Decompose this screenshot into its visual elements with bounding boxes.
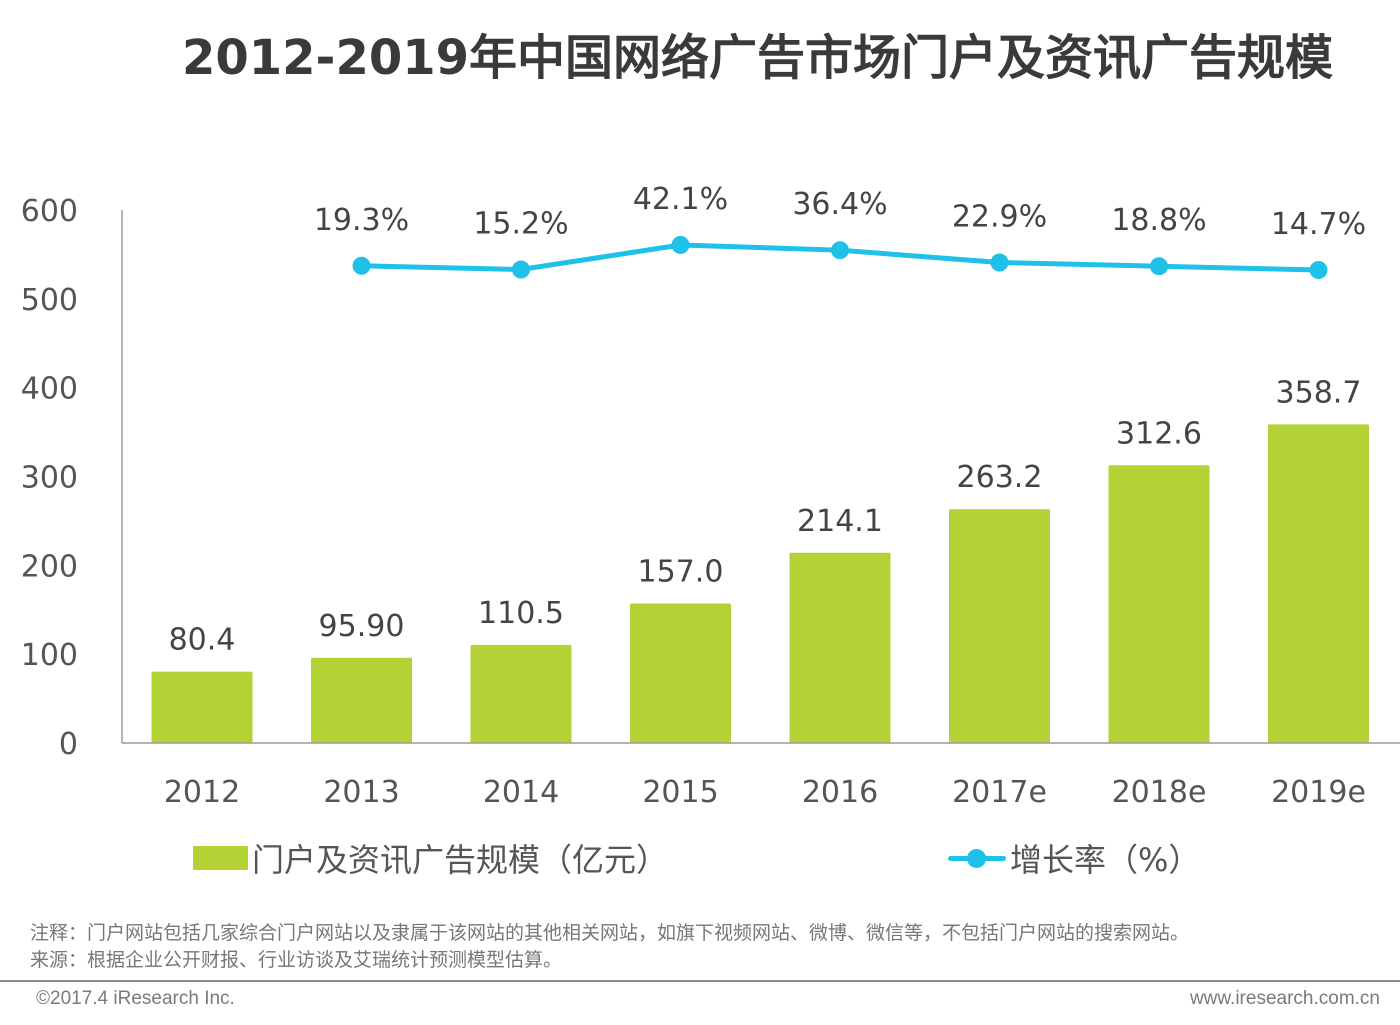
growth-line-series: 19.3% 15.2% 42.1% 36.4% 22.9% 18.8% 14.7% <box>314 182 1366 279</box>
y-tick-label: 300 <box>21 461 78 496</box>
growth-value-label: 36.4% <box>792 187 887 222</box>
growth-value-label: 18.8% <box>1111 203 1206 238</box>
chart-title: 2012-2019年中国网络广告市场门户及资讯广告规模 <box>181 30 1334 86</box>
website-link[interactable]: www.iresearch.com.cn <box>1189 988 1380 1009</box>
x-tick-label: 2014 <box>483 775 559 810</box>
growth-value-label: 14.7% <box>1271 207 1366 242</box>
chart-area: 0 100 200 300 400 500 600 80.4 95.90 110.5 157.0 2… <box>21 182 1400 810</box>
bar-value-label: 95.90 <box>319 609 405 644</box>
legend-line-label: 增长率（%） <box>1010 841 1201 879</box>
bar <box>630 603 731 743</box>
growth-value-label: 19.3% <box>314 203 409 238</box>
bar-value-label: 312.6 <box>1116 416 1202 451</box>
growth-point <box>990 253 1009 272</box>
bar <box>470 644 572 743</box>
x-tick-label: 2018e <box>1112 775 1207 810</box>
y-tick-label: 100 <box>21 638 78 673</box>
bar-value-label: 263.2 <box>957 460 1043 495</box>
growth-point <box>831 241 849 260</box>
legend-item-line: 增长率（%） <box>948 838 1201 879</box>
x-tick-label: 2017e <box>952 775 1047 810</box>
x-tick-label: 2019e <box>1271 775 1366 810</box>
x-tick-label: 2015 <box>642 775 718 810</box>
y-tick-label: 500 <box>21 283 78 318</box>
footer-divider <box>0 980 1400 982</box>
y-tick-label: 0 <box>59 727 78 762</box>
bar-series: 80.4 95.90 110.5 157.0 214.1 263.2 312.6 358.7 <box>151 375 1369 743</box>
x-axis: 2012 2013 2014 2015 2016 2017e 2018e 2019e <box>122 742 1400 810</box>
y-tick-label: 200 <box>21 549 78 584</box>
bar-value-label: 157.0 <box>638 555 724 590</box>
bar <box>1268 424 1369 743</box>
legend-item-bar: 门户及资讯广告规模（亿元） <box>193 838 669 879</box>
legend-bar-label: 门户及资讯广告规模（亿元） <box>252 841 669 879</box>
growth-point <box>1309 260 1328 279</box>
growth-point <box>352 256 371 275</box>
note-text: 注释：门户网站包括几家综合门户网站以及隶属于该网站的其他相关网站，如旗下视频网站… <box>30 922 1190 944</box>
bar <box>1108 465 1210 743</box>
bar <box>151 671 253 743</box>
growth-point <box>1150 257 1168 276</box>
x-tick-label: 2012 <box>164 775 240 810</box>
y-tick-label: 400 <box>21 372 78 407</box>
y-tick-label: 600 <box>21 194 78 229</box>
bar <box>311 657 412 743</box>
source-text: 来源：根据企业公开财报、行业访谈及艾瑞统计预测模型估算。 <box>30 949 563 971</box>
bar-value-label: 214.1 <box>797 504 883 539</box>
bar-value-label: 358.7 <box>1276 375 1362 410</box>
bar-value-label: 80.4 <box>169 623 236 658</box>
legend-line-swatch <box>948 846 1006 870</box>
copyright-text: ©2017.4 iResearch Inc. <box>36 988 235 1009</box>
notes-block: 注释：门户网站包括几家综合门户网站以及隶属于该网站的其他相关网站，如旗下视频网站… <box>30 920 1189 974</box>
growth-point <box>512 260 530 279</box>
growth-value-label: 22.9% <box>952 200 1047 235</box>
x-tick-label: 2016 <box>802 775 878 810</box>
legend-bar-swatch <box>193 846 248 870</box>
y-axis: 0 100 200 300 400 500 600 <box>21 194 123 762</box>
growth-value-label: 42.1% <box>633 182 728 217</box>
bar <box>789 552 891 743</box>
x-tick-label: 2013 <box>323 775 399 810</box>
growth-value-label: 15.2% <box>473 207 568 242</box>
bar <box>949 509 1050 743</box>
growth-point <box>671 235 690 254</box>
bar-value-label: 110.5 <box>478 596 564 631</box>
